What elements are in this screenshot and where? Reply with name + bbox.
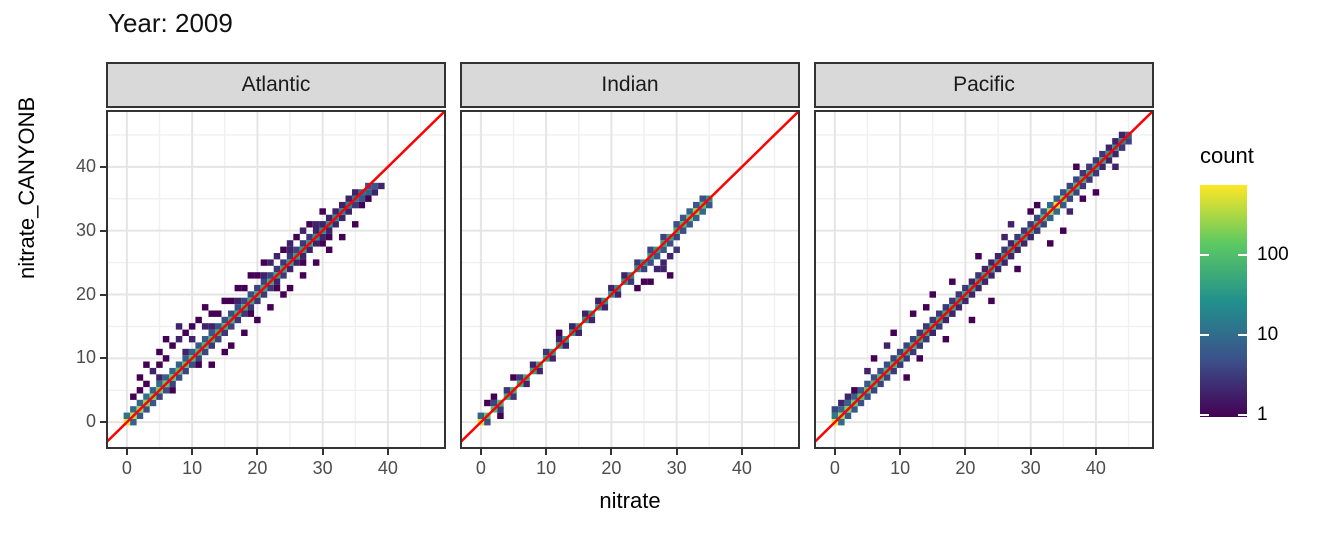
y-tick-label: 40 <box>75 155 96 176</box>
x-tick-label: 0 <box>121 458 132 478</box>
legend-tick-mark <box>1200 413 1209 416</box>
x-tick-label: 40 <box>1085 458 1106 478</box>
x-tick-mark <box>610 449 613 455</box>
x-tick-mark <box>1029 449 1032 455</box>
panel-atlantic <box>106 110 446 449</box>
x-tick-label: 20 <box>601 458 622 478</box>
legend-tick-label: 10 <box>1257 324 1279 346</box>
x-tick-mark <box>675 449 678 455</box>
panel-indian <box>460 110 800 449</box>
x-tick-label: 10 <box>536 458 557 478</box>
legend-tick-mark <box>1200 254 1209 257</box>
x-tick-mark <box>740 449 743 455</box>
legend-tick-mark <box>1200 334 1209 337</box>
legend-tick-mark <box>1238 334 1247 337</box>
plot-title: Year: 2009 <box>108 8 233 38</box>
x-tick-label: 0 <box>829 458 840 478</box>
y-tick-mark <box>100 165 106 168</box>
x-tick-mark <box>964 449 967 455</box>
panel-pacific <box>814 110 1154 449</box>
y-tick-mark <box>100 293 106 296</box>
y-tick-label: 30 <box>75 219 96 240</box>
legend-title: count <box>1200 143 1254 168</box>
x-tick-label: 20 <box>955 458 976 478</box>
legend-tick-label: 100 <box>1257 244 1289 266</box>
x-tick-mark <box>386 449 389 455</box>
x-tick-label: 40 <box>731 458 752 478</box>
x-tick-mark <box>1094 449 1097 455</box>
y-tick-label: 10 <box>75 347 96 368</box>
x-tick-label: 30 <box>666 458 687 478</box>
x-tick-mark <box>256 449 259 455</box>
legend-colorbar <box>1200 185 1247 417</box>
x-tick-mark <box>479 449 482 455</box>
legend-tick-mark <box>1238 254 1247 257</box>
legend-tick-label: 1 <box>1257 403 1268 425</box>
x-tick-label: 30 <box>1020 458 1041 478</box>
x-tick-mark <box>125 449 128 455</box>
x-tick-label: 10 <box>182 458 203 478</box>
x-tick-mark <box>545 449 548 455</box>
y-tick-label: 0 <box>85 411 96 432</box>
x-tick-mark <box>833 449 836 455</box>
facet-strip-atlantic: Atlantic <box>106 62 446 108</box>
x-tick-mark <box>191 449 194 455</box>
x-tick-label: 30 <box>312 458 333 478</box>
x-tick-label: 10 <box>890 458 911 478</box>
facet-strip-pacific: Pacific <box>814 62 1154 108</box>
facet-strip-indian: Indian <box>460 62 800 108</box>
y-tick-label: 20 <box>75 283 96 304</box>
y-tick-mark <box>100 229 106 232</box>
legend-tick-mark <box>1238 413 1247 416</box>
x-tick-mark <box>899 449 902 455</box>
x-tick-mark <box>321 449 324 455</box>
x-tick-label: 0 <box>475 458 486 478</box>
y-tick-mark <box>100 357 106 360</box>
x-axis-title: nitrate <box>599 488 661 513</box>
x-tick-label: 20 <box>247 458 268 478</box>
x-tick-label: 40 <box>377 458 398 478</box>
y-tick-mark <box>100 421 106 424</box>
